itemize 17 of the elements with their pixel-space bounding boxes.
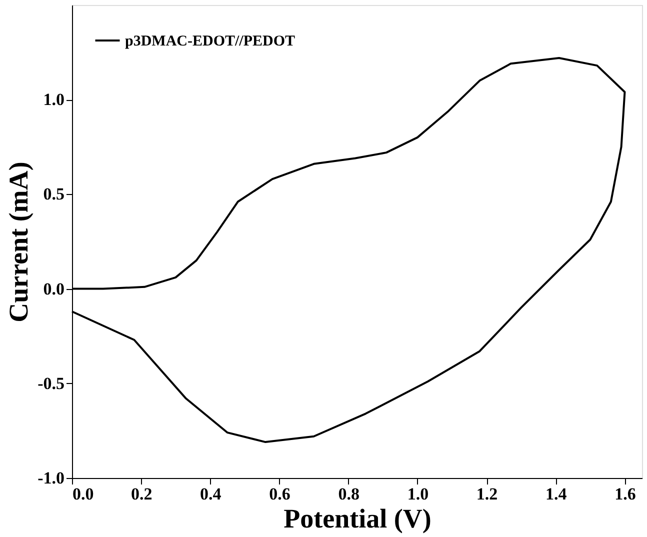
x-tick-label: 1.0 xyxy=(407,484,429,504)
x-tick-label: 1.4 xyxy=(546,484,568,504)
x-tick-label: 0.0 xyxy=(72,484,94,504)
y-tick-label: 0.0 xyxy=(43,279,64,298)
legend-label: p3DMAC-EDOT//PEDOT xyxy=(125,34,296,50)
y-tick-label: -1.0 xyxy=(38,468,64,488)
x-axis-title: Potential (V) xyxy=(284,504,432,534)
x-tick-label: 0.6 xyxy=(269,484,290,504)
y-tick-label: 1.0 xyxy=(43,90,64,110)
y-tick-label: 0.5 xyxy=(43,184,64,204)
y-tick-label: -0.5 xyxy=(38,374,64,393)
x-tick-label: 1.6 xyxy=(614,484,636,504)
x-tick-label: 0.2 xyxy=(130,484,152,504)
x-tick-label: 0.4 xyxy=(200,484,222,504)
x-tick-label: 0.8 xyxy=(338,484,360,504)
x-tick-label: 1.2 xyxy=(476,484,498,504)
y-axis-title: Current (mA) xyxy=(4,162,34,322)
